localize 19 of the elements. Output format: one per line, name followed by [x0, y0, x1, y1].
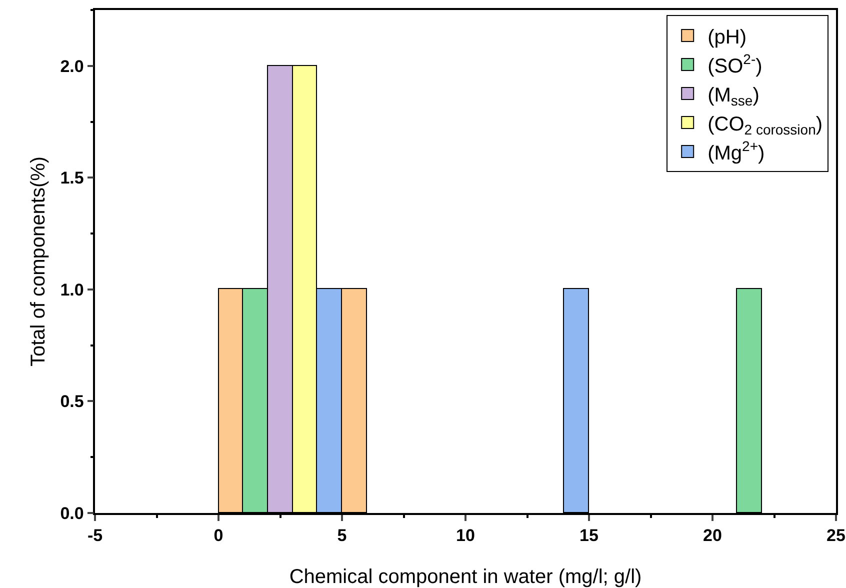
- y-tick-label: 1.5: [60, 168, 84, 188]
- legend-label: (SO$^{2-}$): [708, 50, 762, 78]
- y-tick-label: 1.0: [60, 280, 84, 300]
- legend-label: (pH): [708, 26, 746, 48]
- x-tick-label: 0: [214, 526, 224, 546]
- y-tick-label: 0.0: [60, 504, 84, 523]
- y-tick-label: 0.5: [60, 392, 84, 412]
- x-axis-title: Chemical component in water (mg/l; g/l): [289, 566, 642, 588]
- x-tick-label: 5: [337, 526, 347, 546]
- legend-label: (CO$_{2 corossion}$): [708, 113, 823, 138]
- x-tick-label: 25: [826, 526, 846, 546]
- x-tick-label: 20: [703, 526, 722, 546]
- x-tick-label: 15: [580, 526, 598, 546]
- y-tick-label: 2.0: [60, 56, 84, 76]
- legend-label: (Mg$^{2+}$): [708, 138, 765, 164]
- legend-label: (M$_{sse}$): [708, 84, 760, 109]
- y-axis-title: Total of components(%): [28, 156, 50, 367]
- x-tick-label: -5: [87, 526, 103, 546]
- x-tick-label: 10: [456, 526, 475, 546]
